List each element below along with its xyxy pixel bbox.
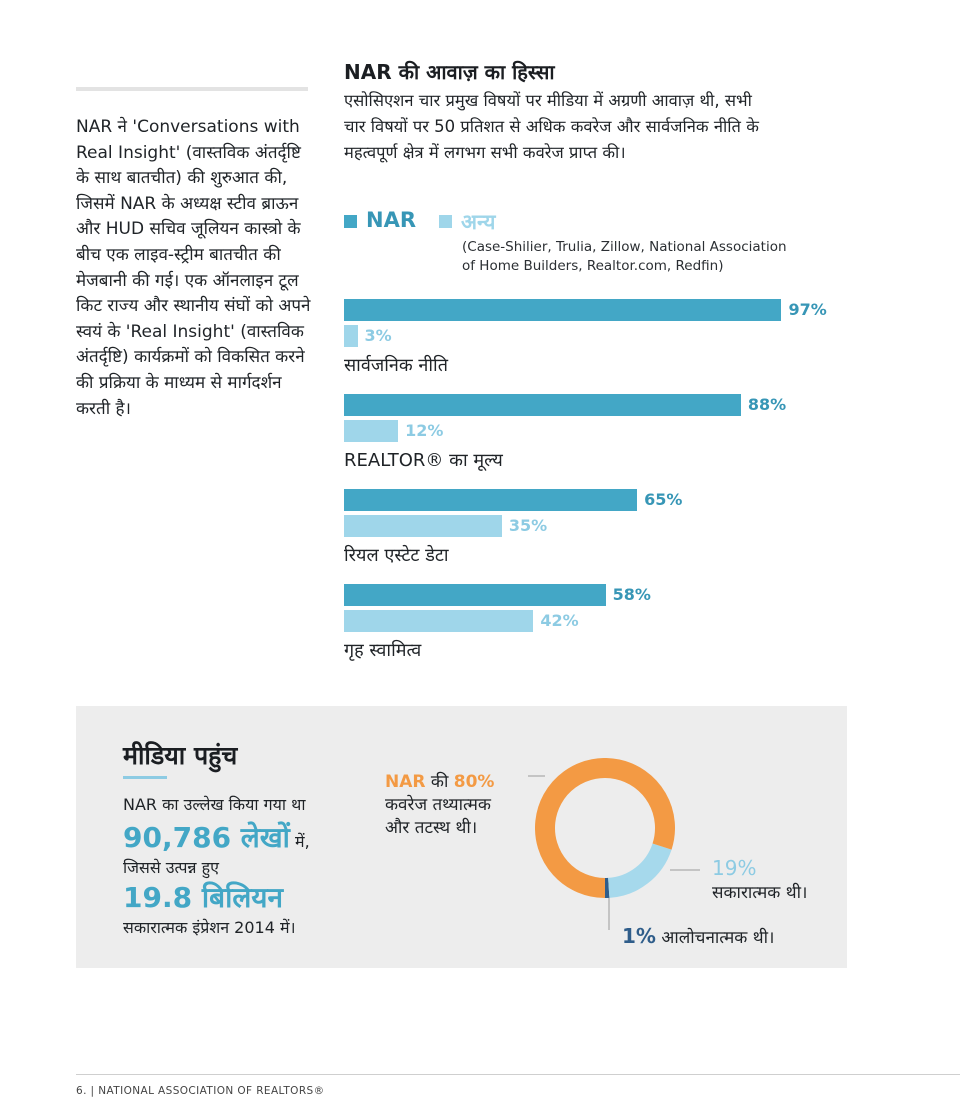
critical-text: आलोचनात्मक थी। bbox=[656, 928, 774, 948]
factual-text-1: कवरेज तथ्यात्मक bbox=[385, 795, 491, 815]
footer-divider bbox=[76, 1074, 960, 1075]
positive-text: सकारात्मक थी। bbox=[712, 883, 807, 903]
factual-note: NAR की 80% कवरेज तथ्यात्मक और तटस्थ थी। bbox=[385, 771, 494, 840]
positive-value: 19% bbox=[712, 856, 756, 880]
factual-text-2: और तटस्थ थी। bbox=[385, 818, 477, 838]
critical-note: 1% आलोचनात्मक थी। bbox=[622, 925, 774, 950]
factual-value: 80% bbox=[454, 772, 495, 792]
factual-mid: की bbox=[425, 772, 453, 792]
donut-segment-positive bbox=[609, 847, 662, 888]
factual-prefix: NAR bbox=[385, 772, 425, 792]
critical-value: 1% bbox=[622, 924, 656, 948]
coverage-donut-chart bbox=[535, 758, 675, 898]
positive-note: 19% सकारात्मक थी। bbox=[712, 857, 807, 905]
page-footer: 6. | NATIONAL ASSOCIATION OF REALTORS® bbox=[76, 1085, 325, 1097]
